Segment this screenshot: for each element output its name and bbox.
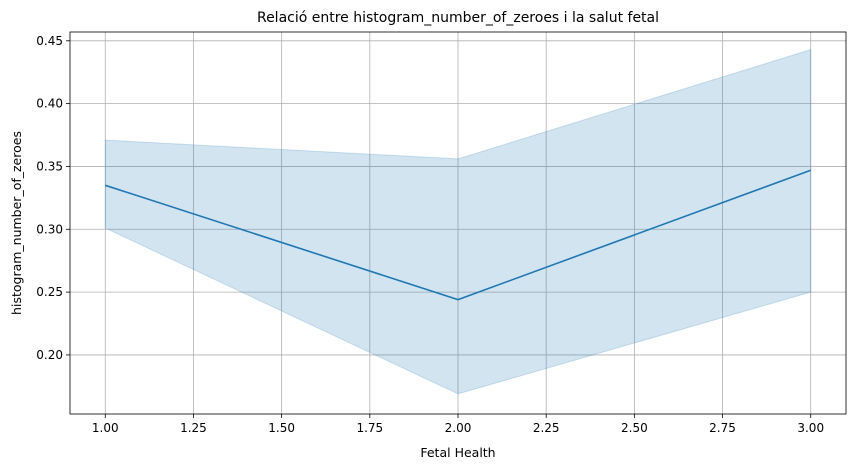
x-axis-label: Fetal Health [420, 445, 495, 460]
data-points [105, 170, 811, 300]
y-tick-label: 0.40 [36, 97, 63, 111]
x-axis-ticks: 1.00 1.25 1.50 1.75 2.00 2.25 2.50 2.75 3.00 [92, 414, 824, 435]
grid-lines [70, 32, 846, 414]
x-tick-label: 3.00 [797, 421, 824, 435]
x-tick-label: 2.50 [621, 421, 648, 435]
x-tick-label: 2.00 [445, 421, 472, 435]
y-axis-ticks: 0.20 0.25 0.30 0.35 0.40 0.45 [36, 34, 70, 362]
x-tick-label: 2.25 [533, 421, 560, 435]
y-tick-label: 0.25 [36, 285, 63, 299]
y-tick-label: 0.35 [36, 159, 63, 173]
y-tick-label: 0.20 [36, 348, 63, 362]
y-tick-label: 0.30 [36, 222, 63, 236]
y-axis-label: histogram_number_of_zeroes [9, 131, 24, 315]
x-tick-label: 1.50 [268, 421, 295, 435]
y-tick-label: 0.45 [36, 34, 63, 48]
x-tick-label: 2.75 [709, 421, 736, 435]
x-tick-label: 1.00 [92, 421, 119, 435]
x-tick-label: 1.25 [180, 421, 207, 435]
confidence-band [104, 48, 812, 395]
x-tick-label: 1.75 [356, 421, 383, 435]
chart-title: Relació entre histogram_number_of_zeroes… [257, 10, 659, 26]
